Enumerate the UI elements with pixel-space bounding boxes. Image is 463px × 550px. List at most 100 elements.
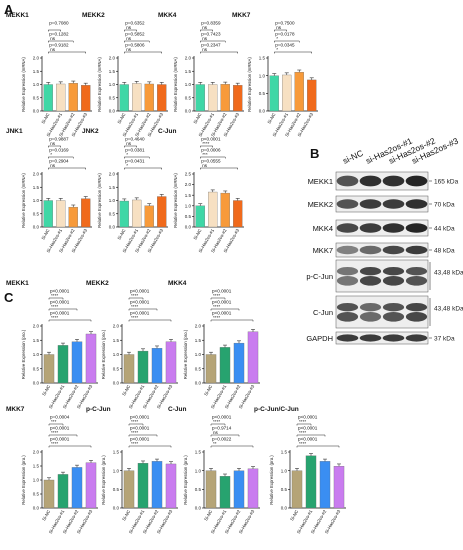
blot-band: [405, 334, 428, 342]
y-tick-label: 1.0: [185, 82, 192, 87]
kda-label: 70 kDa: [434, 202, 455, 209]
significance-label: *: [276, 36, 278, 41]
chart-C-MEKK1: MEKK1 Relative Expression (pro.) 0.0 0.5 1.0…: [6, 280, 98, 410]
blot-band: [382, 199, 405, 209]
p-value-label: p<0.0001: [298, 415, 318, 420]
bar: [68, 206, 78, 228]
blot-strip: [335, 171, 429, 191]
chart-A-CJun: C-Jun Relative Expression (mRNA) 0.0 0.5 1.0…: [158, 128, 244, 254]
blot-band: [405, 245, 428, 255]
y-tick-label: 1.0: [113, 468, 120, 473]
x-tick-label: Si-NC: [266, 112, 276, 125]
p-value-label: p<0.0001: [130, 311, 150, 316]
blot-band: [382, 267, 405, 276]
p-value-label: p=0.0178: [275, 32, 295, 37]
blot-row-p-C-Jun: p-C-Jun 43,48 kDa: [306, 259, 463, 293]
blot-row-MKK4: MKK4 44 kDa: [313, 219, 455, 237]
p-value-label: p=0.1282: [49, 32, 69, 37]
panel-label-a: A: [4, 2, 14, 17]
blot-row-MEKK2: MEKK2 70 kDa: [308, 195, 455, 213]
significance-label: ****: [202, 141, 209, 146]
blot-band: [336, 223, 359, 233]
y-tick-label: 0.5: [109, 95, 116, 100]
y-tick-label: 0.0: [185, 225, 192, 230]
bar: [137, 463, 149, 509]
blot-band: [405, 199, 428, 209]
y-tick-label: 1.5: [113, 450, 120, 455]
chart-title: MKK4: [168, 280, 187, 287]
bar: [144, 83, 154, 112]
y-tick-label: 1.0: [195, 468, 202, 473]
blot-band: [405, 175, 428, 187]
blot-row-GAPDH: GAPDH 37 kDa: [306, 331, 455, 345]
y-axis-label: Relative Expression (pro.): [101, 455, 106, 505]
blot-band: [336, 312, 359, 322]
kda-label: 165 kDa: [434, 179, 459, 186]
bar: [165, 463, 177, 509]
p-value-label: p<0.0001: [212, 415, 232, 420]
x-tick-label: Si-NC: [192, 228, 202, 241]
chart-title: MKK7: [6, 406, 25, 413]
chart-title: JNK1: [6, 128, 23, 135]
y-tick-label: 1.0: [33, 82, 40, 87]
y-axis-label: Relative Expression (pro.): [183, 329, 188, 379]
blot-strip: [335, 242, 429, 258]
blot-band: [336, 175, 359, 187]
p-value-label: p<0.0001: [212, 289, 232, 294]
y-tick-label: 0.5: [33, 95, 40, 100]
y-tick-label: 0.0: [33, 506, 40, 511]
y-tick-label: 1.0: [109, 198, 116, 203]
kda-label: 44 kDa: [434, 226, 455, 233]
blot-row-label: C-Jun: [313, 308, 333, 317]
significance-label: ns: [50, 141, 56, 146]
p-value-label: p=0.2347: [201, 43, 221, 48]
y-tick-label: 1.5: [281, 450, 288, 455]
chart-C-MEKK2: MEKK2 Relative Expression (pro.) 0.0 0.5 1.0…: [86, 280, 178, 410]
y-tick-label: 1.5: [185, 69, 192, 74]
p-value-label: p=0.5852: [125, 32, 145, 37]
chart-title: JNK2: [82, 128, 99, 135]
y-tick-label: 1.5: [33, 185, 40, 190]
y-axis-label: Relative Expression (mRNA): [97, 57, 102, 112]
p-value-label: p<0.0001: [298, 437, 318, 442]
bar: [220, 192, 230, 228]
p-value-label: p=0.7500: [275, 21, 295, 26]
y-axis-label: Relative Expression (mRNA): [97, 173, 102, 228]
y-tick-label: 0.0: [113, 506, 120, 511]
bar: [119, 200, 129, 228]
p-value-label: p=0.5806: [125, 43, 145, 48]
kda-label: 43,48 kDa: [434, 305, 463, 312]
significance-label: ****: [131, 419, 138, 424]
y-tick-label: 1.0: [33, 478, 40, 483]
significance-label: ns: [126, 141, 132, 146]
y-axis-label: Relative Expression (pro.): [183, 455, 188, 505]
p-value-label: p=0.9182: [49, 43, 69, 48]
y-axis-label: Relative Expression (mRNA): [247, 57, 252, 112]
y-tick-label: 0.5: [33, 211, 40, 216]
bar: [43, 84, 53, 112]
significance-label: ****: [299, 419, 306, 424]
y-tick-label: 1.5: [33, 338, 40, 343]
x-tick-label: Si-NC: [203, 509, 213, 522]
blot-strip: [335, 219, 429, 237]
bar: [208, 84, 218, 112]
blot-band: [359, 267, 382, 276]
y-tick-label: 0.5: [33, 366, 40, 371]
significance-label: ****: [51, 441, 58, 446]
x-tick-label: Si-NC: [116, 228, 126, 241]
y-tick-label: 1.0: [33, 198, 40, 203]
y-tick-label: 1.0: [113, 352, 120, 357]
y-tick-label: 1.5: [33, 464, 40, 469]
p-value-label: p<0.0001: [50, 300, 70, 305]
y-tick-label: 0.0: [33, 381, 40, 386]
bar: [233, 85, 243, 112]
significance-label: ns: [126, 47, 132, 52]
significance-label: ns: [50, 36, 56, 41]
blot-band: [359, 223, 382, 233]
y-tick-label: 2.0: [33, 324, 40, 329]
y-tick-label: 2.0: [195, 324, 202, 329]
bar: [151, 461, 163, 509]
y-tick-label: 0.0: [109, 109, 116, 114]
x-tick-label: Si-NC: [41, 509, 51, 522]
blot-row-label: MEKK1: [308, 177, 333, 186]
